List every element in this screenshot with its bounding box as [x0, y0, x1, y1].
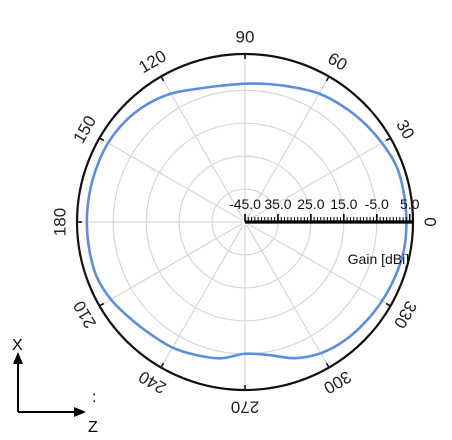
spoke-line [160, 76, 245, 220]
z-axis-label: Z [88, 419, 98, 436]
radial-axis-title: Gain [dBi] [348, 251, 409, 267]
angle-label-30: 30 [392, 117, 418, 143]
radial-tick-label: -45.0 [229, 196, 261, 212]
angle-label-90: 90 [236, 28, 255, 47]
gain-series-curve [85, 82, 408, 360]
spoke-line [247, 222, 391, 307]
angle-label-300: 300 [320, 367, 354, 398]
radial-axis: -45.0 35.0 25.0 15.0 -5.0 5.0 Gain [dBi] [229, 196, 420, 267]
outer-tick-mark [325, 362, 330, 368]
angular-spokes [77, 54, 413, 390]
radial-tick-label: 35.0 [264, 196, 291, 212]
angle-label-120: 120 [135, 46, 169, 77]
radial-tick-label: 5.0 [400, 196, 420, 212]
annotation-text: : [92, 389, 96, 406]
outer-tick-mark [160, 362, 165, 368]
angle-label-180: 180 [51, 208, 70, 236]
outer-tick-mark [160, 76, 165, 82]
outer-tick-mark [385, 137, 391, 142]
spoke-line [247, 137, 391, 222]
outer-tick-mark [99, 137, 105, 142]
angle-label-60: 60 [325, 49, 351, 75]
angle-label-270: 270 [231, 398, 259, 417]
annotations: : [92, 389, 96, 406]
radial-tick-label: -5.0 [365, 196, 389, 212]
outer-tick-mark [385, 302, 391, 307]
radial-tick-label: 15.0 [330, 196, 357, 212]
series-layer [85, 82, 408, 360]
angle-label-0: 0 [421, 217, 440, 226]
spoke-line [160, 224, 245, 368]
x-axis-arrowhead [13, 352, 23, 364]
radial-tick-label: 25.0 [297, 196, 324, 212]
outer-tick-mark [325, 76, 330, 82]
x-axis-label: X [12, 337, 23, 354]
spoke-line [99, 137, 243, 222]
angle-label-210: 210 [69, 297, 100, 331]
z-axis-arrowhead [74, 407, 86, 417]
angle-label-150: 150 [69, 112, 100, 146]
spoke-line [245, 76, 330, 220]
spoke-line [245, 224, 330, 368]
angle-label-240: 240 [135, 367, 169, 398]
angle-label-330: 330 [390, 297, 421, 331]
outer-tick-mark [99, 302, 105, 307]
coordinate-axes: X Z [12, 337, 98, 436]
spoke-line [99, 222, 243, 307]
